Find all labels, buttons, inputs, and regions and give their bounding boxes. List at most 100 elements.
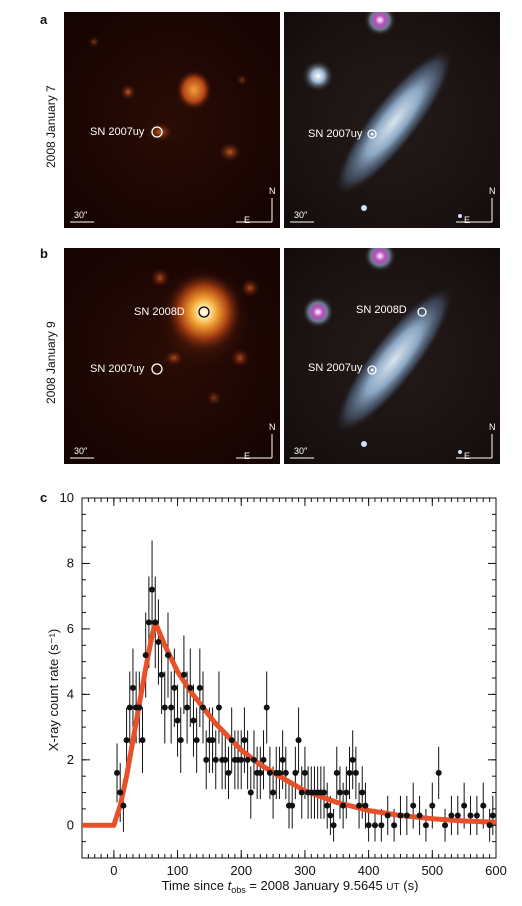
data-point	[174, 717, 181, 724]
panel-b-xray-north: N	[269, 422, 276, 432]
data-point	[212, 756, 219, 763]
y-tick-label: 6	[67, 621, 74, 636]
data-point	[480, 802, 487, 809]
data-point	[397, 812, 404, 819]
data-point	[200, 704, 207, 711]
x-tick-label: 600	[485, 863, 507, 878]
panel-a-optical-north: N	[489, 186, 496, 196]
data-point	[260, 756, 267, 763]
data-point	[263, 704, 270, 711]
data-point	[282, 769, 289, 776]
data-point	[171, 684, 178, 691]
panel-a-optical-galaxy	[290, 12, 493, 223]
data-point	[152, 619, 159, 626]
panel-a-xray-east: E	[244, 215, 251, 225]
panel-a-optical-image: SN 2007uy 30″ N E	[284, 12, 500, 228]
x-tick-label: 100	[167, 863, 189, 878]
data-point	[184, 704, 191, 711]
data-point	[327, 812, 334, 819]
data-point	[298, 789, 305, 796]
panel-a-date-label: 2008 January 7	[44, 85, 58, 168]
data-point	[142, 652, 149, 659]
data-point	[225, 769, 232, 776]
data-point	[454, 812, 461, 819]
data-point	[378, 822, 385, 829]
y-tick-label: 10	[60, 490, 74, 505]
data-point	[384, 812, 391, 819]
panel-b-xray-blobs	[70, 266, 273, 459]
data-point	[164, 652, 171, 659]
panel-b-xray-label-sn2007uy: SN 2007uy	[90, 363, 145, 375]
data-point	[136, 704, 143, 711]
data-point	[244, 756, 251, 763]
data-point	[241, 737, 248, 744]
data-point	[139, 737, 146, 744]
data-point	[422, 822, 429, 829]
panel-letter-a: a	[40, 12, 48, 27]
data-point	[321, 789, 328, 796]
data-point	[333, 769, 340, 776]
data-point	[177, 737, 184, 744]
data-point	[279, 756, 286, 763]
data-point	[209, 737, 216, 744]
data-point	[114, 769, 121, 776]
x-axis-label: Time since tobs = 2008 January 9.5645 UT…	[162, 878, 419, 895]
data-point	[289, 802, 296, 809]
panel-b-xray-east: E	[244, 451, 251, 461]
data-point	[193, 737, 200, 744]
data-point	[126, 704, 133, 711]
data-point	[330, 822, 337, 829]
data-point	[145, 619, 152, 626]
data-point	[120, 802, 127, 809]
panel-letter-c: c	[40, 490, 48, 505]
data-point	[270, 789, 277, 796]
data-point	[228, 737, 235, 744]
x-tick-label: 500	[421, 863, 443, 878]
data-point	[222, 756, 229, 763]
panel-b-xray-label-sn2008d: SN 2008D	[134, 306, 185, 318]
data-point	[435, 769, 442, 776]
data-point	[292, 769, 299, 776]
data-point	[429, 802, 436, 809]
data-point	[340, 802, 347, 809]
panel-a-optical-east: E	[464, 215, 471, 225]
panel-b-xray-image: SN 2008D SN 2007uy 30″ N E	[64, 248, 280, 464]
data-point	[215, 704, 222, 711]
data-point	[486, 822, 493, 829]
panel-b-optical-label-sn2008d: SN 2008D	[356, 304, 407, 316]
data-point	[336, 789, 343, 796]
y-tick-label: 2	[67, 752, 74, 767]
data-point	[168, 704, 175, 711]
data-point	[117, 789, 124, 796]
x-tick-label: 400	[358, 863, 380, 878]
panel-b-date-label: 2008 January 9	[44, 321, 58, 404]
panel-b-xray-scale-label: 30″	[74, 446, 88, 456]
data-point	[410, 802, 417, 809]
data-point	[180, 671, 187, 678]
data-point	[123, 737, 130, 744]
data-point	[196, 684, 203, 691]
data-point	[442, 822, 449, 829]
data-point	[371, 822, 378, 829]
data-point	[467, 812, 474, 819]
x-tick-label: 200	[230, 863, 252, 878]
data-point	[257, 769, 264, 776]
panel-b-optical-north: N	[489, 422, 496, 432]
panel-a-xray-label-sn2007uy: SN 2007uy	[90, 126, 145, 138]
data-point	[266, 769, 273, 776]
panel-letter-b: b	[40, 246, 48, 261]
data-point	[349, 756, 356, 763]
data-point	[489, 812, 496, 819]
y-tick-label: 0	[67, 817, 74, 832]
data-point	[161, 704, 168, 711]
data-point	[352, 769, 359, 776]
data-point	[324, 802, 331, 809]
data-point	[247, 789, 254, 796]
data-point	[190, 717, 197, 724]
panel-a-optical-label-sn2007uy: SN 2007uy	[308, 128, 363, 140]
data-point	[359, 789, 366, 796]
data-point	[187, 684, 194, 691]
panel-a-xray-image: SN 2007uy 30″ N E	[64, 12, 280, 228]
panel-b-optical-image: SN 2008D SN 2007uy 30″ N E	[284, 248, 500, 464]
data-point	[362, 802, 369, 809]
